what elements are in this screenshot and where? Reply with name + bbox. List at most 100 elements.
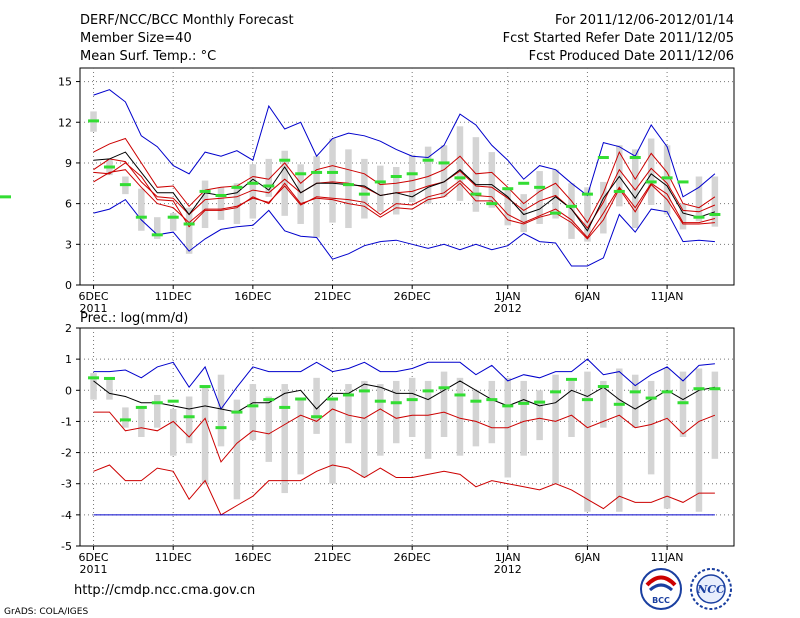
series-min-line xyxy=(93,198,715,267)
observed-mark xyxy=(661,176,673,180)
forecast-started: Fcst Started Refer Date 2011/12/05 xyxy=(503,31,734,46)
observed-mark xyxy=(390,401,402,405)
spread-box xyxy=(377,384,384,456)
forecast-period: For 2011/12/06-2012/01/14 xyxy=(555,13,734,28)
spread-box xyxy=(552,374,559,484)
observed-mark xyxy=(629,390,641,394)
observed-mark xyxy=(167,215,179,219)
observed-mark xyxy=(119,418,131,422)
spread-box xyxy=(472,390,480,447)
observed-mark xyxy=(327,170,339,174)
x-tick-label: 11JAN xyxy=(651,551,684,564)
bcc-logo-text: BCC xyxy=(652,596,670,605)
forecast-produced: Fcst Produced Date 2011/12/06 xyxy=(529,49,734,64)
observed-mark xyxy=(486,202,498,206)
y-tick-label: -2 xyxy=(61,447,72,460)
y-tick-label: -3 xyxy=(61,478,72,491)
spread-box xyxy=(169,213,177,231)
grads-credit: GrADS: COLA/IGES xyxy=(4,607,88,617)
observed-mark xyxy=(311,415,323,419)
y-tick-label: 9 xyxy=(65,157,72,170)
series-p90-line xyxy=(93,380,715,413)
spread-box xyxy=(647,138,655,205)
observed-mark xyxy=(534,185,546,189)
observed-mark xyxy=(167,399,179,403)
observed-mark xyxy=(279,158,291,162)
spread-box xyxy=(488,152,496,208)
observed-mark xyxy=(183,415,195,419)
x-tick-label: 16DEC xyxy=(234,290,271,303)
observed-mark xyxy=(374,180,386,184)
observed-mark xyxy=(151,401,163,405)
x-tick-sublabel: 2012 xyxy=(494,563,522,576)
ncc-logo: NCC xyxy=(690,568,732,610)
observed-mark xyxy=(454,393,466,397)
spread-box xyxy=(201,387,209,484)
observed-mark xyxy=(231,410,243,414)
observed-mark xyxy=(677,401,689,405)
observed-mark xyxy=(613,189,625,193)
observed-mark xyxy=(422,158,434,162)
spread-box xyxy=(297,399,304,475)
observed-mark xyxy=(311,170,323,174)
series-p75-line xyxy=(93,158,716,229)
spread-box xyxy=(377,165,384,212)
spread-box xyxy=(488,380,496,444)
spread-box xyxy=(631,149,639,229)
spread-box xyxy=(456,126,464,201)
x-tick-label: 1JAN xyxy=(495,290,521,303)
observed-mark xyxy=(693,215,705,219)
x-tick-sublabel: 2011 xyxy=(80,302,108,315)
observed-mark xyxy=(550,211,562,215)
observed-mark xyxy=(597,156,609,160)
spread-box xyxy=(329,399,336,484)
spread-box xyxy=(185,396,193,444)
spread-box xyxy=(616,368,623,512)
spread-box xyxy=(361,380,368,478)
y-tick-label: 12 xyxy=(58,116,72,129)
x-tick-label: 26DEC xyxy=(394,551,431,564)
observed-mark xyxy=(518,401,530,405)
series-p25-line xyxy=(93,169,716,239)
series-max-line xyxy=(93,89,716,198)
spread-box xyxy=(536,171,543,224)
observed-mark xyxy=(661,390,673,394)
observed-mark xyxy=(581,192,593,196)
observed-mark xyxy=(358,192,370,196)
spread-box xyxy=(584,371,591,512)
observed-mark xyxy=(565,377,577,381)
spread-box xyxy=(440,145,448,197)
y-tick-label: -4 xyxy=(61,509,72,522)
observed-mark xyxy=(342,393,354,397)
series-p25-line xyxy=(93,464,715,516)
figure-title: DERF/NCC/BCC Monthly Forecast xyxy=(80,13,294,28)
spread-box xyxy=(138,188,145,231)
observed-mark xyxy=(215,426,227,430)
x-tick-label: 11DEC xyxy=(155,551,192,564)
spread-box xyxy=(520,194,527,233)
spread-box xyxy=(185,207,193,254)
x-tick-sublabel: 2012 xyxy=(494,302,522,315)
spread-box xyxy=(679,203,687,230)
observed-mark xyxy=(550,390,562,394)
observed-mark xyxy=(629,156,641,160)
observed-mark xyxy=(295,397,307,401)
observed-mark xyxy=(295,172,307,176)
spread-box xyxy=(138,408,145,437)
y-tick-label: 3 xyxy=(65,238,72,251)
spread-box xyxy=(536,390,543,441)
spread-box xyxy=(329,138,336,223)
source-url: http://cmdp.ncc.cma.gov.cn xyxy=(74,583,255,598)
spread-box xyxy=(568,380,575,437)
x-tick-label: 6JAN xyxy=(575,290,601,303)
spread-box xyxy=(106,377,113,400)
spread-box xyxy=(392,380,400,444)
series-max-line xyxy=(93,358,715,411)
y-tick-label: 1 xyxy=(65,353,72,366)
observed-mark xyxy=(709,387,721,391)
observed-mark xyxy=(581,398,593,402)
observed-mark xyxy=(454,176,466,180)
spread-box xyxy=(424,380,432,459)
observed-mark xyxy=(518,181,530,185)
